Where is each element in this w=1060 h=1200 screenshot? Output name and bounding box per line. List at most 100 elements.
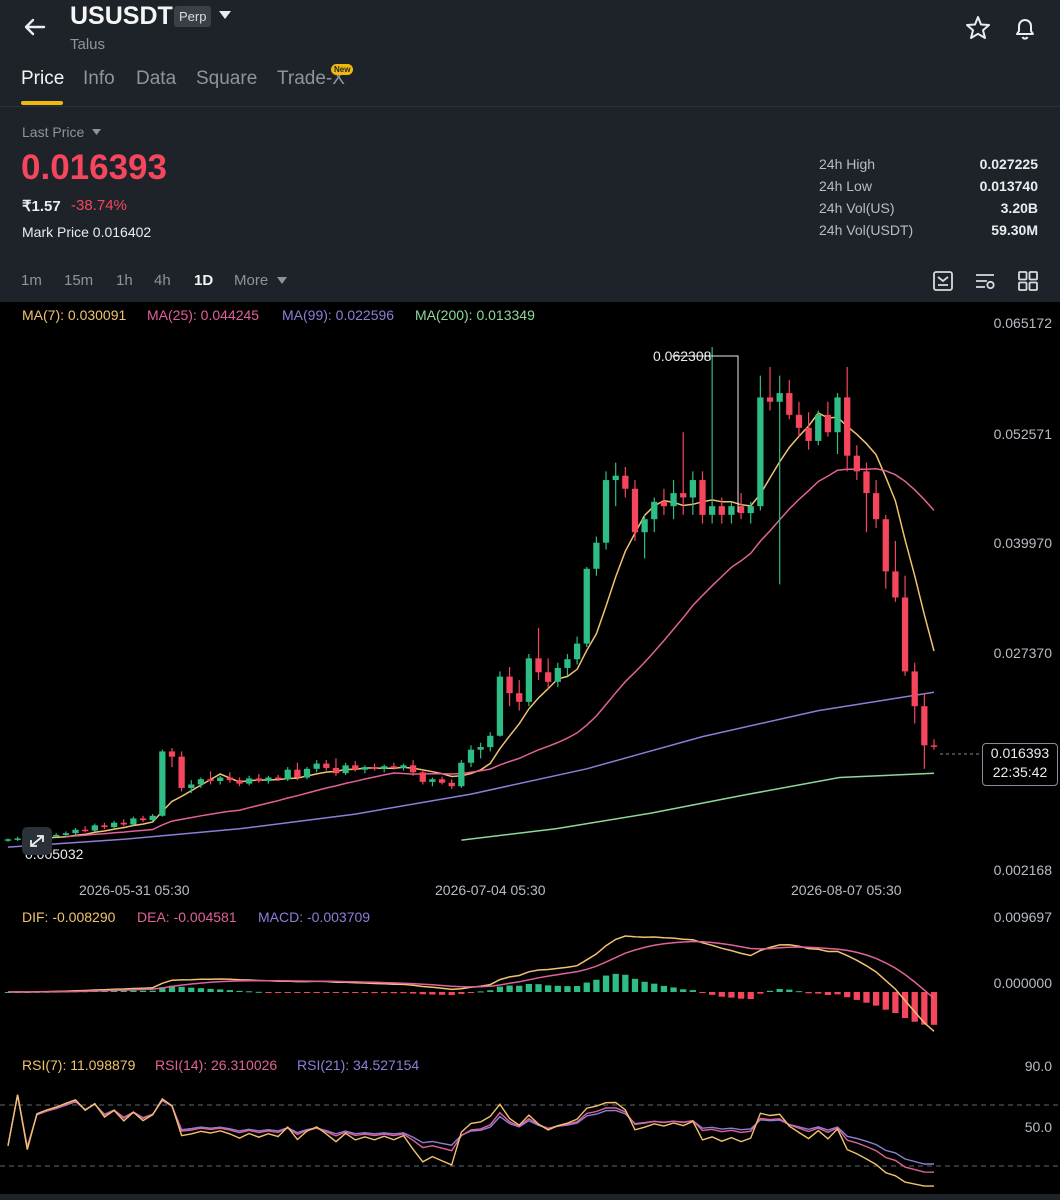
macd-bar [197,988,205,992]
timeframe-1d[interactable]: 1D [194,272,214,289]
ma7-line [46,412,935,839]
mark-price-value: 0.016402 [92,224,152,240]
tab-info[interactable]: Info [83,68,115,89]
candle [274,774,282,782]
macd-bar [246,991,253,993]
star-icon[interactable] [964,14,992,42]
macd-bar [342,992,349,993]
indicator-icon[interactable] [974,270,996,292]
candle [689,471,696,515]
header-panel [0,0,1060,302]
rsi-chart[interactable] [0,1073,1060,1194]
macd-bar [564,986,571,992]
macd-bar [815,992,822,994]
macd-bar [448,992,455,996]
macd-bar [612,973,619,992]
candle [361,765,369,774]
macd-bar [921,992,928,1025]
candle [921,693,928,769]
symbol-title[interactable]: USUSDT [70,2,173,30]
macd-bar [786,989,793,992]
macd-bar [255,991,262,993]
last-price-label[interactable]: Last Price [22,124,85,140]
candle [795,401,803,437]
high-marker-label: 0.062308 [653,348,712,364]
macd-bar [419,992,426,995]
bell-icon[interactable] [1011,14,1039,42]
candlestick-chart[interactable] [0,330,1060,878]
macd-bar [699,992,706,994]
candle [824,401,832,437]
candle [381,764,388,773]
candle [757,375,764,511]
y-tick: 0.052571 [993,426,1052,442]
macd-bar [535,984,542,992]
tab-data[interactable]: Data [136,68,177,89]
macd-bar [844,992,851,998]
ma200-line [461,772,935,841]
candle [323,760,330,771]
tab-price[interactable]: Price [21,68,65,89]
candle [159,749,166,817]
macd-bar [824,992,832,996]
macd-bar [110,990,118,992]
ma25-line [65,468,935,838]
macd-bar [863,992,870,1003]
ma200-label: MA(200): 0.013349 [415,307,535,323]
candle [564,654,571,676]
candle [573,636,581,665]
candle [4,838,12,842]
candle [303,767,311,780]
timeframe-more[interactable]: More [234,272,269,289]
macd-bar [120,990,127,992]
rsi-y-tick: 50.0 [1024,1119,1052,1135]
chevron-down-icon[interactable] [92,129,101,135]
candle [188,780,195,794]
macd-bar [496,986,504,992]
tab-trade-x[interactable]: Trade-X [277,68,345,89]
candle [458,760,465,788]
back-arrow-icon[interactable] [20,12,50,42]
candle [660,488,668,515]
macd-chart[interactable] [0,925,980,1050]
chart-settings-icon[interactable] [932,270,954,292]
grid-layout-icon[interactable] [1017,270,1039,292]
candle [409,760,417,776]
candle [178,751,185,792]
candle [901,575,909,676]
macd-bar [352,992,359,993]
macd-dif-label: DIF: -0.008290 [22,909,116,925]
timeframe-15m[interactable]: 15m [64,272,94,289]
x-tick: 2026-05-31 05:30 [79,882,190,898]
active-tab-indicator [21,101,63,105]
macd-bar [622,974,629,992]
candle [545,658,552,689]
macd-bar [371,992,378,994]
project-subtitle: Talus [70,36,106,53]
stat-value: 3.20B [1000,200,1038,216]
macd-bar [680,989,687,992]
expand-icon[interactable] [22,827,52,855]
timeframe-1h[interactable]: 1h [116,272,133,289]
candle [139,815,147,822]
macd-bar [506,985,513,992]
rsi14-label: RSI(14): 26.310026 [155,1057,278,1073]
candle [207,771,214,785]
candle [602,471,610,550]
macd-bar [728,992,735,998]
candle [612,462,619,507]
macd-dea-line [8,940,935,999]
timeframe-4h[interactable]: 4h [154,272,171,289]
macd-y-tick: 0.000000 [993,975,1052,991]
macd-bar [487,990,494,992]
macd-bar [882,992,889,1010]
macd-bar [159,987,166,992]
chevron-down-icon[interactable] [218,10,232,20]
chevron-down-icon[interactable] [277,277,287,284]
candle [91,823,98,832]
candle [593,536,600,576]
macd-bar [660,985,668,992]
timeframe-1m[interactable]: 1m [21,272,42,289]
tab-square[interactable]: Square [196,68,258,89]
macd-bar [805,992,812,994]
